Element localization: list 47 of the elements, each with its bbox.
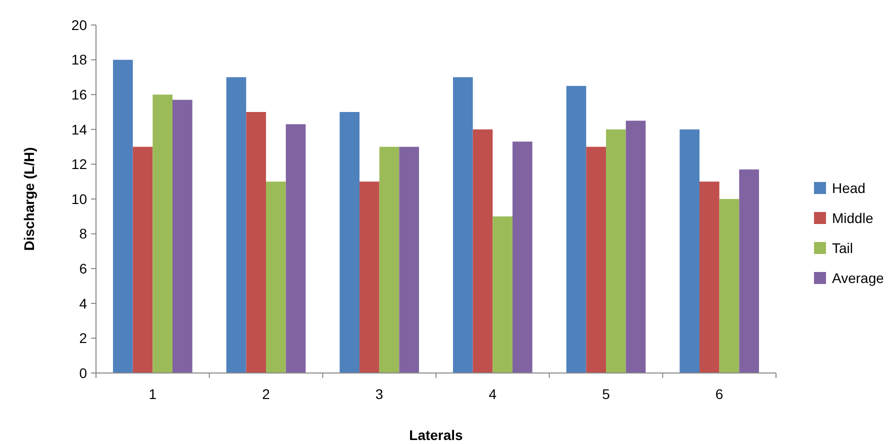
bar (626, 120, 646, 373)
bar (472, 129, 493, 373)
bar (132, 146, 153, 373)
y-tick-label: 0 (79, 364, 88, 381)
bar (172, 100, 192, 373)
legend-label: Tail (832, 240, 854, 256)
bar (360, 182, 380, 373)
legend-label: Average (832, 270, 884, 286)
bar (739, 169, 759, 373)
y-tick-label: 2 (79, 330, 88, 346)
bar (286, 124, 306, 373)
bar (340, 112, 360, 373)
y-tick-label: 16 (71, 86, 88, 102)
bar (226, 77, 246, 373)
bar (680, 129, 700, 373)
x-axis-title: Laterals (409, 427, 464, 443)
y-tick-label: 4 (79, 295, 88, 312)
bar (606, 129, 626, 373)
bar (266, 182, 286, 373)
bar (586, 146, 606, 373)
x-tick-label: 5 (602, 386, 610, 402)
x-tick-label: 4 (488, 386, 497, 402)
bar (700, 182, 720, 373)
bar (113, 60, 133, 373)
bar (453, 77, 473, 373)
x-tick-label: 3 (375, 386, 384, 402)
x-tick-label: 6 (715, 386, 724, 402)
bar (379, 146, 400, 373)
legend-label: Head (832, 180, 866, 196)
y-tick-label: 20 (71, 16, 88, 33)
bar (492, 216, 512, 373)
bar (719, 199, 740, 373)
bar (246, 112, 266, 373)
x-tick-label: 2 (262, 386, 270, 402)
y-tick-label: 6 (79, 260, 88, 276)
y-tick-label: 8 (79, 226, 88, 242)
bar (399, 146, 419, 373)
bar (566, 86, 586, 373)
y-tick-label: 14 (71, 121, 88, 138)
y-axis-title: Discharge (L/H) (21, 147, 37, 251)
x-tick-label: 1 (148, 386, 157, 402)
bar (512, 142, 532, 373)
bar (152, 94, 172, 373)
y-tick-label: 12 (71, 156, 88, 172)
legend-label: Middle (832, 210, 874, 226)
y-tick-label: 10 (71, 190, 88, 207)
y-tick-label: 18 (71, 52, 88, 68)
